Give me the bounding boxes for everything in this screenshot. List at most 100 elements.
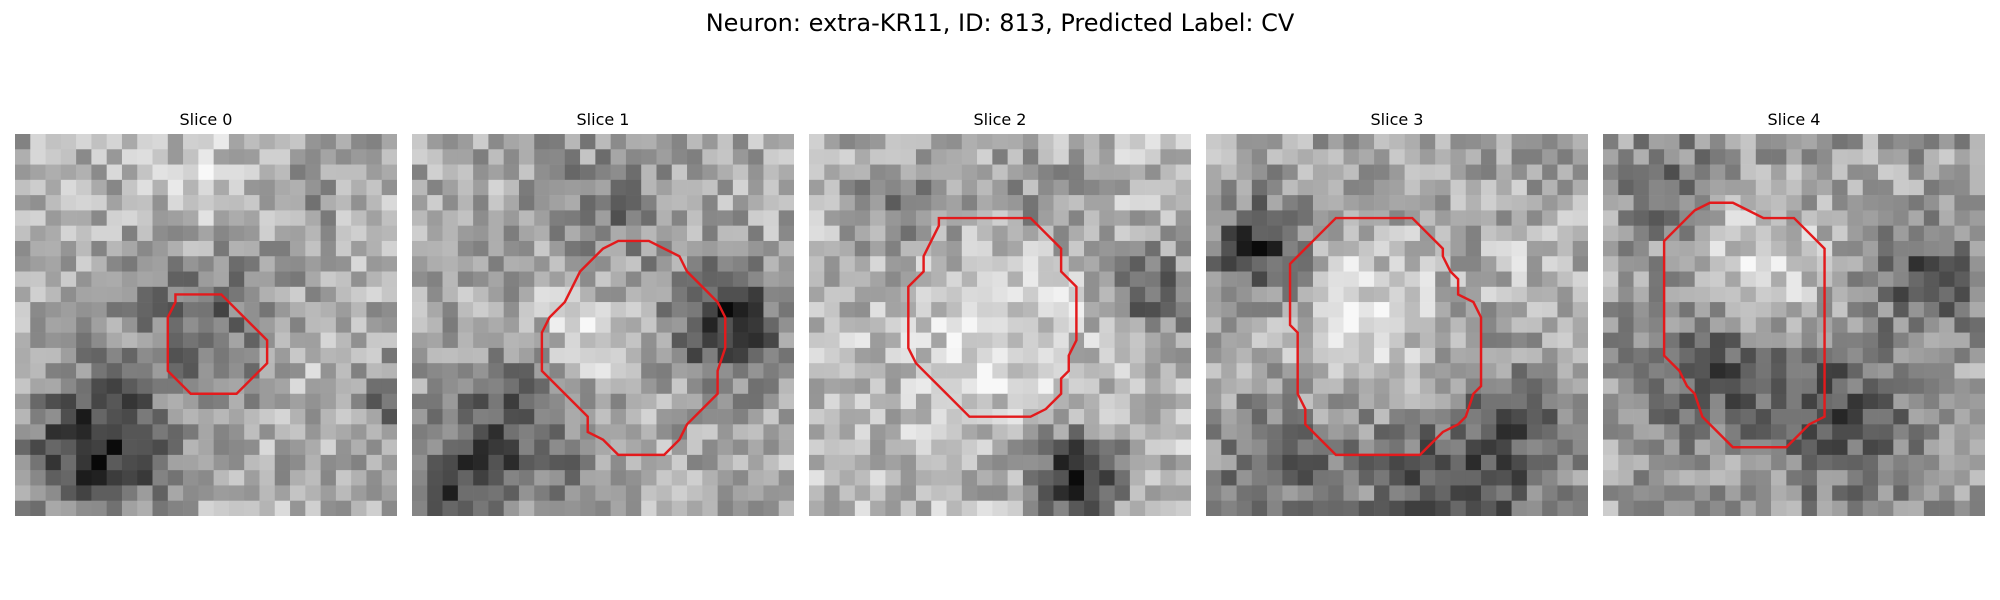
- pixel: [656, 302, 673, 318]
- pixel: [625, 347, 642, 364]
- pixel: [137, 256, 153, 272]
- pixel: [1542, 424, 1558, 440]
- pixel: [748, 225, 764, 242]
- pixel: [885, 256, 901, 272]
- pixel: [625, 164, 642, 181]
- pixel: [1160, 149, 1177, 165]
- pixel: [1236, 485, 1253, 502]
- pixel: [152, 470, 169, 486]
- pixel: [244, 347, 260, 364]
- pixel: [1419, 378, 1436, 395]
- pixel: [717, 393, 734, 410]
- pixel: [1847, 500, 1864, 516]
- pixel: [1007, 347, 1024, 364]
- pixel: [1511, 378, 1528, 395]
- pixel: [702, 149, 718, 165]
- pixel: [946, 134, 963, 150]
- pixel: [137, 149, 153, 165]
- pixel: [488, 439, 504, 456]
- pixel: [1801, 470, 1818, 486]
- pixel: [290, 378, 306, 395]
- pixel: [732, 317, 749, 333]
- pixel: [1847, 286, 1864, 303]
- pixel: [488, 271, 504, 288]
- pixel: [1267, 225, 1283, 242]
- pixel: [1511, 317, 1528, 333]
- pixel: [748, 439, 764, 456]
- pixel: [1435, 332, 1451, 349]
- pixel: [1755, 179, 1772, 196]
- pixel: [1435, 363, 1451, 379]
- pixel: [1297, 347, 1314, 364]
- pixel: [1022, 134, 1039, 150]
- pixel: [351, 454, 367, 471]
- pixel: [1022, 179, 1039, 196]
- pixel: [931, 179, 947, 196]
- pixel: [625, 317, 642, 333]
- pixel: [1450, 195, 1467, 211]
- pixel: [1297, 439, 1314, 456]
- pixel: [977, 347, 993, 364]
- pixel: [1526, 409, 1543, 425]
- pixel: [656, 210, 673, 226]
- pixel: [137, 454, 153, 471]
- pixel: [732, 378, 749, 395]
- pixel: [335, 286, 352, 303]
- pixel: [1572, 240, 1588, 257]
- pixel: [228, 134, 245, 150]
- pixel: [1419, 332, 1436, 349]
- pixel: [687, 225, 703, 242]
- pixel: [1312, 485, 1329, 502]
- pixel: [534, 225, 550, 242]
- pixel: [1053, 179, 1070, 196]
- pixel: [580, 195, 596, 211]
- pixel: [839, 210, 856, 226]
- pixel: [1755, 225, 1772, 242]
- pixel: [809, 164, 825, 181]
- pixel: [580, 439, 596, 456]
- pixel: [1725, 240, 1741, 257]
- pixel: [1618, 378, 1634, 395]
- pixel: [1251, 347, 1268, 364]
- pixel: [198, 500, 214, 516]
- pixel: [702, 439, 718, 456]
- pixel: [625, 240, 642, 257]
- pixel: [549, 424, 566, 440]
- pixel: [442, 164, 459, 181]
- pixel: [213, 378, 230, 395]
- pixel: [1542, 439, 1558, 456]
- pixel: [702, 500, 718, 516]
- pixel: [381, 454, 397, 471]
- pixel: [1404, 500, 1421, 516]
- pixel: [961, 302, 978, 318]
- pixel: [366, 271, 383, 288]
- pixel: [1465, 286, 1482, 303]
- pixel: [198, 195, 214, 211]
- pixel: [1206, 363, 1222, 379]
- pixel: [1526, 240, 1543, 257]
- pixel: [198, 149, 214, 165]
- pixel: [809, 302, 825, 318]
- pixel: [1893, 485, 1909, 502]
- pixel: [656, 195, 673, 211]
- pixel: [1954, 470, 1971, 486]
- pixel: [1801, 134, 1818, 150]
- pixel: [1786, 485, 1802, 502]
- pixel: [427, 225, 443, 242]
- pixel: [580, 363, 596, 379]
- pixel: [1053, 210, 1070, 226]
- pixel: [656, 134, 673, 150]
- pixel: [580, 210, 596, 226]
- pixel: [595, 378, 611, 395]
- pixel: [1038, 454, 1054, 471]
- pixel: [1328, 195, 1344, 211]
- pixel: [1496, 424, 1512, 440]
- pixel: [1053, 317, 1070, 333]
- pixel: [1954, 286, 1971, 303]
- pixel: [961, 363, 978, 379]
- pixel: [885, 195, 901, 211]
- pixel: [1053, 195, 1070, 211]
- pixel: [427, 332, 443, 349]
- pixel: [687, 164, 703, 181]
- pixel: [1664, 271, 1680, 288]
